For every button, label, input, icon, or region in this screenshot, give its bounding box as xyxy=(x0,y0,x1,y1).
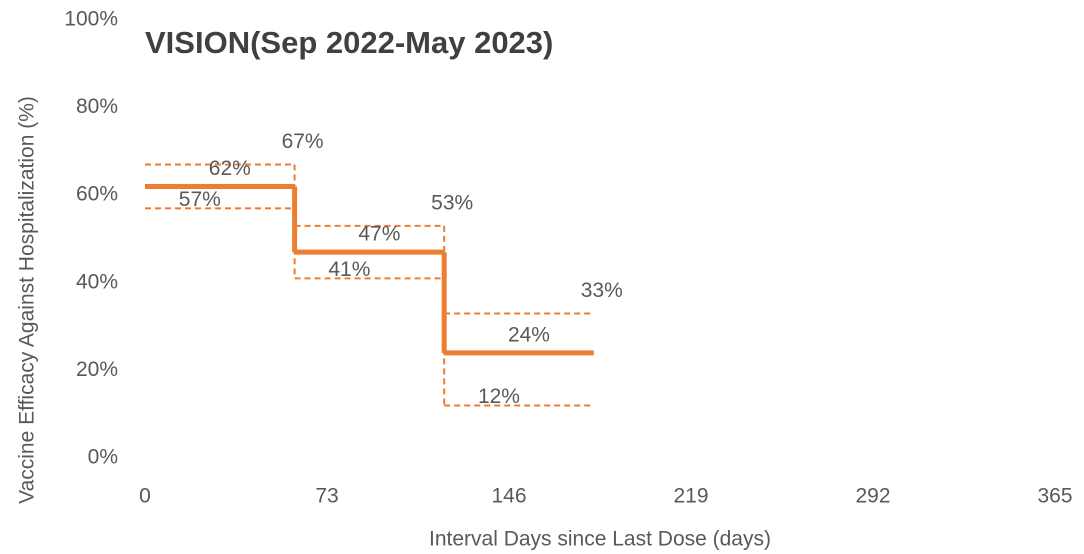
data-label: 41% xyxy=(328,258,370,281)
data-label: 53% xyxy=(431,191,473,214)
x-tick-label: 0 xyxy=(139,485,151,508)
y-tick-label: 80% xyxy=(76,95,118,118)
x-tick-label: 73 xyxy=(315,485,338,508)
x-axis-label: Interval Days since Last Dose (days) xyxy=(429,528,771,551)
y-tick-label: 100% xyxy=(64,8,118,31)
x-tick-label: 365 xyxy=(1037,485,1072,508)
data-label: 24% xyxy=(508,323,550,346)
data-label: 57% xyxy=(179,188,221,211)
data-label: 47% xyxy=(358,223,400,246)
y-tick-label: 20% xyxy=(76,358,118,381)
data-label: 62% xyxy=(209,157,251,180)
y-tick-label: 40% xyxy=(76,270,118,293)
chart-title: VISION(Sep 2022-May 2023) xyxy=(145,25,553,60)
y-axis-label: Vaccine Efficacy Against Hospitalization… xyxy=(16,96,39,504)
x-tick-label: 146 xyxy=(491,485,526,508)
data-label: 67% xyxy=(282,130,324,153)
x-tick-label: 219 xyxy=(673,485,708,508)
y-tick-label: 60% xyxy=(76,183,118,206)
x-tick-label: 292 xyxy=(855,485,890,508)
data-label: 33% xyxy=(581,279,623,302)
y-tick-label: 0% xyxy=(88,446,118,469)
data-label: 12% xyxy=(478,385,520,408)
